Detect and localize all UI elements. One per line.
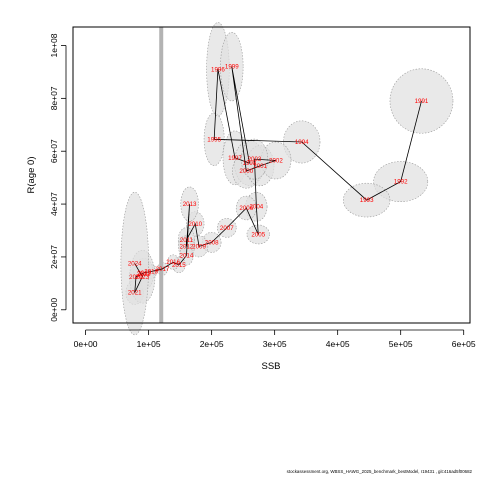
year-label-2010: 2010: [188, 221, 202, 228]
y-tick-label: 0e+00: [49, 298, 59, 322]
year-label-2012: 2012: [180, 243, 194, 250]
year-label-2018: 2018: [144, 268, 158, 275]
x-tick-label: 3e+05: [263, 339, 287, 349]
x-tick-label: 5e+05: [389, 339, 413, 349]
x-tick-label: 0e+00: [74, 339, 98, 349]
x-tick-label: 6e+05: [452, 339, 476, 349]
year-label-2022: 2022: [137, 271, 151, 278]
y-axis: 0e+00 2e+07 4e+07 6e+07 8e+07 1e+08: [49, 33, 67, 322]
year-label-2001: 2001: [253, 163, 267, 170]
y-tick-label: 2e+07: [49, 245, 59, 269]
year-label-1993: 1993: [360, 197, 374, 204]
year-label-2009: 2009: [192, 243, 206, 250]
year-label-2023: 2023: [135, 274, 149, 281]
year-label-1995: 1995: [207, 136, 221, 143]
year-label-2005: 2005: [251, 231, 265, 238]
year-label-2008: 2008: [205, 239, 219, 246]
year-label-1991: 1991: [415, 98, 429, 105]
x-tick-label: 1e+05: [137, 339, 161, 349]
year-label-2011: 2011: [180, 237, 194, 244]
year-label-2015: 2015: [172, 262, 186, 269]
year-label-2021: 2021: [128, 290, 142, 297]
year-label-2007: 2007: [220, 225, 234, 232]
x-axis: 0e+00 1e+05 2e+05 3e+05 4e+05 5e+05 6e+05: [74, 329, 476, 349]
y-tick-label: 4e+07: [49, 192, 59, 216]
x-axis-title: SSB: [261, 361, 280, 372]
plot-frame: [72, 26, 471, 324]
ssb-recruit-path: [134, 66, 422, 293]
y-axis-title: R(age 0): [26, 157, 37, 194]
footer-credit: stockassessment.org, WBSS_HAWG_2025_benc…: [286, 469, 472, 474]
year-label-1994: 1994: [295, 139, 309, 146]
y-tick-label: 6e+07: [49, 139, 59, 163]
year-label-2020: 2020: [129, 274, 143, 281]
year-label-2017: 2017: [156, 266, 170, 273]
x-tick-label: 4e+05: [326, 339, 350, 349]
year-label-2019: 2019: [137, 270, 151, 277]
y-tick-label: 8e+07: [49, 86, 59, 110]
year-label-2003: 2003: [248, 156, 262, 163]
year-label-1998: 1998: [243, 160, 257, 167]
year-label-1999: 1999: [225, 64, 239, 71]
year-label-2014: 2014: [180, 253, 194, 260]
year-label-2000: 2000: [239, 168, 253, 175]
year-label-2013: 2013: [183, 201, 197, 208]
year-label-1997: 1997: [228, 155, 242, 162]
year-label-2004: 2004: [249, 204, 263, 211]
year-label-2016: 2016: [166, 259, 180, 266]
year-label-1992: 1992: [394, 179, 408, 186]
year-label-1996: 1996: [211, 66, 225, 73]
year-label-2006: 2006: [239, 205, 253, 212]
x-tick-label: 2e+05: [200, 339, 224, 349]
year-label-2024: 2024: [128, 261, 142, 268]
y-tick-label: 1e+08: [49, 33, 59, 57]
year-label-2002: 2002: [269, 157, 283, 164]
